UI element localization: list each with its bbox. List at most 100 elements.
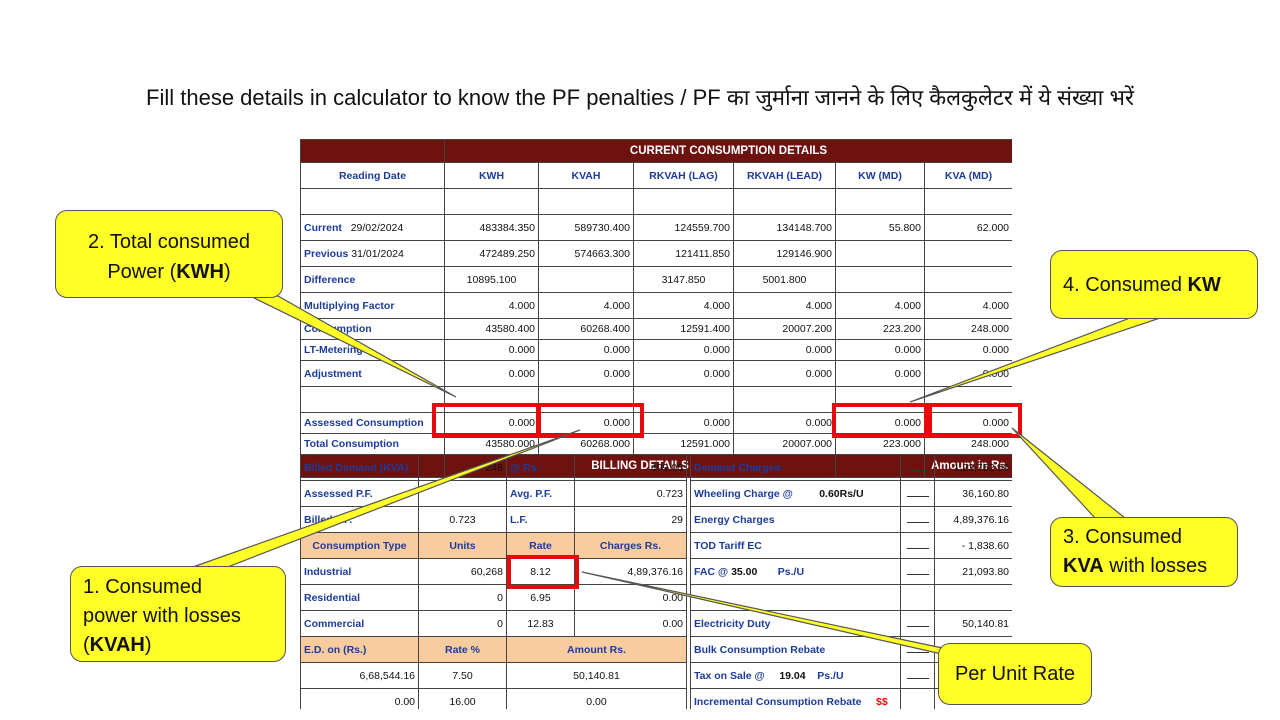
- tod-label: TOD Tariff EC: [690, 532, 901, 559]
- electricity-duty-value: 50,140.81: [934, 610, 1012, 637]
- consumption-table: CURRENT CONSUMPTION DETAILS Reading Date…: [300, 139, 1012, 478]
- highlight-total-kw: [832, 403, 928, 438]
- dash-line: [906, 677, 929, 679]
- dash-line: [906, 573, 929, 575]
- mf-rkvah-lead: 4.000: [733, 292, 836, 319]
- callout-rate-text: Per Unit Rate: [954, 663, 1076, 685]
- billed-demand-label: Billed Demand (KVA): [300, 454, 419, 481]
- blank-row-2: [300, 386, 1012, 413]
- industrial-charges: 4,89,376.16: [574, 558, 687, 585]
- billing-right-table: Demand Charges 1,23,752.00 Wheeling Char…: [690, 454, 1012, 709]
- consumption-rkvah-lead: 20007.200: [733, 318, 836, 340]
- demand-charges-label: Demand Charges: [690, 454, 901, 481]
- pointer-kw: [909, 317, 1161, 403]
- ed-row: 0.00 16.00 0.00: [300, 688, 687, 709]
- industrial-units: 60,268: [418, 558, 507, 585]
- adj-kvah: 0.000: [538, 360, 634, 387]
- callout-kva-line2: with losses: [1103, 555, 1208, 577]
- ed-row: 6,68,544.16 7.50 50,140.81: [300, 662, 687, 689]
- pointer-rate: [581, 571, 969, 661]
- ed-rate-2: 16.00: [418, 688, 507, 709]
- electricity-bill: CURRENT CONSUMPTION DETAILS Reading Date…: [300, 139, 1012, 709]
- callout-kvah-line1: 1. Consumed: [83, 576, 202, 598]
- wheeling-label: Wheeling Charge @: [694, 487, 793, 500]
- col-ed-on: E.D. on (Rs.): [300, 636, 419, 663]
- tax-label: Tax on Sale @: [694, 669, 765, 682]
- total-rkvah-lag: 12591.000: [633, 433, 734, 455]
- adjustment-label: Adjustment: [300, 360, 445, 387]
- consumption-kw: 223.200: [835, 318, 925, 340]
- callout-kva: 3. Consumed KVA with losses: [1050, 517, 1238, 587]
- previous-rkvah-lag: 121411.850: [633, 240, 734, 267]
- tax-rate: 19.04: [779, 669, 806, 682]
- ed-amount-1: 50,140.81: [506, 662, 687, 689]
- billed-demand-value: 248: [418, 454, 507, 481]
- consumption-header-row: CURRENT CONSUMPTION DETAILS: [300, 139, 1012, 163]
- energy-charges-value: 4,89,376.16: [934, 506, 1012, 533]
- difference-label: Difference: [300, 266, 445, 293]
- current-rkvah-lead: 134148.700: [733, 214, 836, 241]
- type-row: Industrial 60,268 8.12 4,89,376.16: [300, 558, 687, 585]
- avg-pf-value: 0.723: [574, 480, 687, 507]
- col-rkvah-lead: RKVAH (LEAD): [733, 162, 836, 189]
- dash-line: [906, 521, 929, 523]
- blank-row: [300, 188, 1012, 215]
- callout-kw-text: 4. Consumed: [1063, 274, 1188, 296]
- billing-left-table: Billed Demand (KVA) 248 @ Rs. 499.00 Ass…: [300, 454, 687, 709]
- ed-rate-1: 7.50: [418, 662, 507, 689]
- current-kw: 55.800: [835, 214, 925, 241]
- previous-row: Previous 31/01/2024 472489.250 574663.30…: [300, 240, 1012, 267]
- callout-total-kwh-bold: KWH: [176, 261, 224, 283]
- previous-kwh: 472489.250: [444, 240, 539, 267]
- type-commercial: Commercial: [300, 610, 419, 637]
- col-rate-pct: Rate %: [418, 636, 507, 663]
- difference-row: Difference 10895.100 3147.850 5001.800: [300, 266, 1012, 293]
- previous-label: Previous: [304, 247, 349, 260]
- col-kva-md: KVA (MD): [923, 162, 1012, 189]
- incremental-mark: $$: [876, 695, 888, 708]
- at-rs-value: 499.00: [574, 454, 687, 481]
- highlight-total-kva: [928, 403, 1022, 438]
- dash-line: [906, 547, 929, 549]
- adj-rkvah-lag: 0.000: [633, 360, 734, 387]
- col-consumption-type: Consumption Type: [300, 532, 419, 559]
- adj-rkvah-lead: 0.000: [733, 360, 836, 387]
- page-heading: Fill these details in calculator to know…: [146, 85, 1134, 110]
- fac-label: FAC @: [694, 565, 729, 578]
- callout-kw: 4. Consumed KW: [1050, 250, 1258, 319]
- dash-line: [906, 625, 929, 627]
- callout-kvah-close: ): [144, 634, 152, 656]
- callout-kva-bold: KVA: [1063, 555, 1104, 577]
- demand-charges-value: 1,23,752.00: [934, 454, 1012, 481]
- fac-rate: 35.00: [731, 565, 758, 578]
- col-amount: Amount Rs.: [506, 636, 687, 663]
- callout-total-kwh-line1: 2. Total consumed: [88, 231, 250, 253]
- difference-rkvah-lead: 5001.800: [733, 266, 836, 293]
- type-residential: Residential: [300, 584, 419, 611]
- mf-row: Multiplying Factor 4.000 4.000 4.000 4.0…: [300, 292, 1012, 319]
- fac-unit: Ps./U: [777, 565, 805, 578]
- col-rate: Rate: [506, 532, 575, 559]
- type-row: Residential 0 6.95 0.00: [300, 584, 687, 611]
- callout-kvah-open: (: [83, 634, 90, 656]
- callout-total-kwh-line2: Power (: [107, 261, 177, 283]
- callout-kva-line1: 3. Consumed: [1063, 526, 1182, 548]
- total-kw: 223.000: [835, 433, 925, 455]
- billed-pf-value: 0.723: [418, 506, 507, 533]
- dash-line: [906, 469, 929, 471]
- previous-date: 31/01/2024: [351, 247, 404, 260]
- callout-rate: Per Unit Rate: [938, 643, 1092, 705]
- col-charges: Charges Rs.: [574, 532, 687, 559]
- incremental-label: Incremental Consumption Rebate: [694, 695, 862, 708]
- pointer-kwh: [249, 295, 457, 398]
- type-row: Commercial 0 12.83 0.00: [300, 610, 687, 637]
- current-kva: 62.000: [923, 214, 1012, 241]
- wheeling-rate: 0.60Rs/U: [819, 487, 864, 500]
- commercial-rate: 12.83: [506, 610, 575, 637]
- consumption-kva: 248.000: [923, 318, 1012, 340]
- current-row: Current 29/02/2024 483384.350 589730.400…: [300, 214, 1012, 241]
- commercial-units: 0: [418, 610, 507, 637]
- current-date: 29/02/2024: [350, 221, 404, 234]
- callout-kw-bold: KW: [1187, 274, 1221, 296]
- callout-total-kwh: 2. Total consumed Power (KWH): [55, 210, 283, 298]
